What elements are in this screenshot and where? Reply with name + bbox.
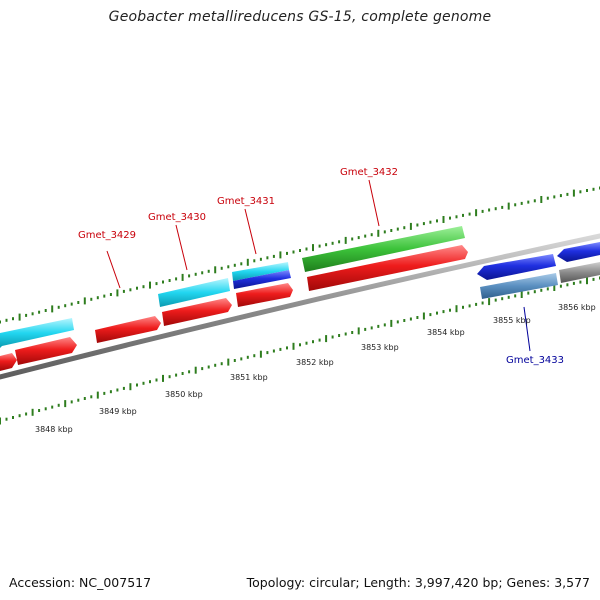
genome-summary-text: Topology: circular; Length: 3,997,420 bp… <box>246 575 590 590</box>
gene-label-3429[interactable]: Gmet_3429 <box>78 230 136 241</box>
kbp-label: 3855 kbp <box>493 316 531 325</box>
cyan-feature-left[interactable] <box>0 318 74 348</box>
cyan-feature-3431[interactable] <box>232 262 289 281</box>
gene-label-3431[interactable]: Gmet_3431 <box>217 196 275 207</box>
red-cds-left-edge[interactable] <box>0 353 17 371</box>
red-cds-3432[interactable] <box>307 245 468 291</box>
kbp-label: 3854 kbp <box>427 328 465 337</box>
gene-labels: Gmet_3429 Gmet_3430 Gmet_3431 Gmet_3432 … <box>78 167 564 366</box>
gene-label-3433[interactable]: Gmet_3433 <box>506 355 564 366</box>
kbp-label: 3851 kbp <box>230 373 268 382</box>
genome-backbone <box>0 233 600 380</box>
red-cds-3429[interactable] <box>95 316 161 343</box>
gene-label-3430[interactable]: Gmet_3430 <box>148 212 206 223</box>
gene-label-3432[interactable]: Gmet_3432 <box>340 167 398 178</box>
red-cds-left[interactable] <box>15 337 77 365</box>
kbp-labels: 3848 kbp 3849 kbp 3850 kbp 3851 kbp 3852… <box>35 303 596 434</box>
kbp-label: 3850 kbp <box>165 390 203 399</box>
blue-feature-3431[interactable] <box>233 270 291 289</box>
kbp-label: 3849 kbp <box>99 407 137 416</box>
kbp-label: 3856 kbp <box>558 303 596 312</box>
gray-feature-right[interactable] <box>559 262 600 283</box>
green-feature-3432[interactable] <box>302 226 465 272</box>
kbp-label: 3853 kbp <box>361 343 399 352</box>
inner-tick-row <box>0 276 600 425</box>
leader-lines <box>106 179 531 352</box>
feature-track[interactable] <box>0 226 600 371</box>
kbp-label: 3852 kbp <box>296 358 334 367</box>
accession-text: Accession: NC_007517 <box>9 575 152 590</box>
steel-feature-3433[interactable] <box>480 273 558 299</box>
kbp-label: 3848 kbp <box>35 425 73 434</box>
map-title: Geobacter metallireducens GS-15, complet… <box>108 9 492 25</box>
red-cds-3430[interactable] <box>162 298 232 326</box>
blue-cds-3433[interactable] <box>477 254 556 280</box>
red-cds-3431[interactable] <box>236 283 293 307</box>
cyan-feature-3430[interactable] <box>158 278 230 307</box>
blue-cds-right[interactable] <box>557 242 600 262</box>
outer-tick-row <box>0 186 600 324</box>
